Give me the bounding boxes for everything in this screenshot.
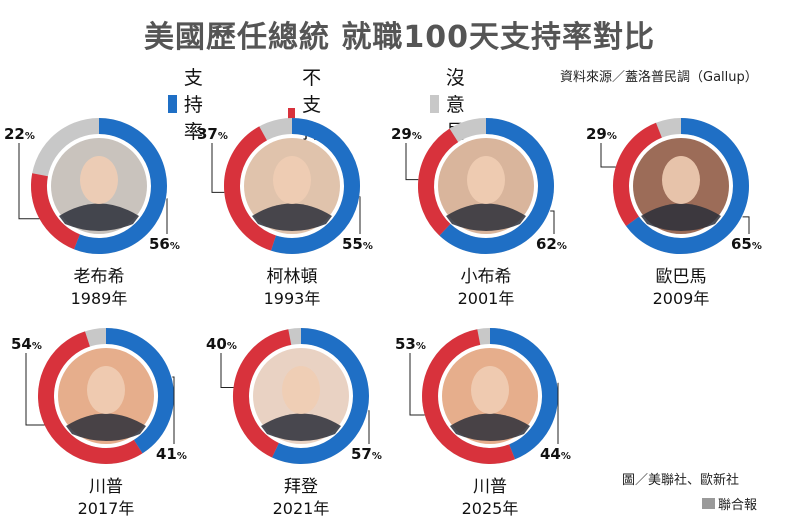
portrait-suit [641, 203, 721, 231]
president-name: 小布希 [461, 267, 512, 287]
portrait-face [467, 156, 505, 204]
donut-4: 65% 29% 歐巴馬 2009年 [586, 118, 762, 308]
portrait-face [87, 366, 125, 414]
legend-swatch-no-opinion [430, 94, 439, 113]
label-approve: 55% [342, 235, 373, 253]
photo-credit: 圖／美聯社、歐新社 [622, 473, 740, 488]
label-disapprove: 40% [206, 335, 237, 353]
leader-line-disapprove [18, 143, 40, 220]
slice-approve [270, 118, 361, 254]
president-year: 2021年 [273, 499, 330, 518]
portrait-suit [450, 413, 530, 441]
portrait-face [80, 156, 118, 204]
portrait-face [662, 156, 700, 204]
slice-disapprove [422, 329, 516, 464]
label-disapprove: 54% [11, 335, 42, 353]
chart-title: 美國歷任總統 就職100天支持率對比 [143, 20, 656, 55]
slice-approve [73, 118, 167, 254]
slice-approve [272, 328, 369, 464]
president-name: 老布希 [74, 267, 125, 287]
president-year: 2001年 [458, 289, 515, 308]
label-disapprove: 53% [395, 335, 426, 353]
leader-line-approve [172, 376, 175, 444]
label-approve: 44% [540, 445, 571, 463]
label-approve: 62% [536, 235, 567, 253]
label-disapprove: 29% [391, 125, 422, 143]
source-note: 資料來源／蓋洛普民調（Gallup） [560, 70, 758, 85]
publisher-name: 聯合報 [718, 498, 758, 513]
portrait-suit [446, 203, 526, 231]
president-year: 2009年 [653, 289, 710, 308]
legend-swatch-disapprove [288, 108, 296, 126]
slice-disapprove [418, 128, 459, 236]
label-disapprove: 29% [586, 125, 617, 143]
label-approve: 56% [149, 235, 180, 253]
president-name: 川普 [473, 477, 507, 497]
president-year: 1993年 [264, 289, 321, 308]
president-year: 2025年 [462, 499, 519, 518]
donut-7: 44% 53% 川普 2025年 [395, 328, 571, 518]
portrait-suit [59, 203, 139, 231]
donut-3: 62% 29% 小布希 2001年 [391, 118, 567, 308]
portrait-face [282, 366, 320, 414]
donut-1: 56% 22% 老布希 1989年 [4, 118, 180, 308]
president-name: 川普 [89, 477, 123, 497]
president-name: 拜登 [284, 477, 318, 497]
president-name: 歐巴馬 [656, 267, 707, 287]
slice-disapprove [31, 173, 81, 250]
donut-6: 57% 40% 拜登 2021年 [206, 328, 382, 518]
portrait-suit [66, 413, 146, 441]
leader-line-disapprove [600, 143, 616, 168]
label-disapprove: 22% [4, 125, 35, 143]
legend-swatch-approve [168, 94, 177, 113]
legend-label-approve: 支持率 [183, 67, 203, 143]
portrait-face [273, 156, 311, 204]
donut-2: 55% 37% 柯林頓 1993年 [197, 118, 373, 308]
president-year: 2017年 [78, 499, 135, 518]
slice-approve [489, 328, 558, 460]
legend-item-approve: 支持率 [168, 63, 212, 144]
leader-line-approve [550, 210, 555, 234]
president-year: 1989年 [71, 289, 128, 308]
slice-approve [439, 118, 554, 254]
president-name: 柯林頓 [267, 267, 318, 287]
leader-line-disapprove [220, 353, 234, 388]
label-approve: 57% [351, 445, 382, 463]
label-approve: 65% [731, 235, 762, 253]
leader-line-approve [742, 216, 750, 234]
leader-line-disapprove [409, 353, 425, 416]
publisher-mark-icon [702, 498, 715, 509]
label-approve: 41% [156, 445, 187, 463]
portrait-face [471, 366, 509, 414]
portrait-suit [252, 203, 332, 231]
slice-disapprove [38, 331, 143, 464]
slice-approve [625, 118, 749, 254]
label-disapprove: 37% [197, 125, 228, 143]
leader-line-disapprove [211, 143, 225, 193]
leader-line-disapprove [405, 143, 419, 181]
donut-5: 41% 54% 川普 2017年 [11, 328, 187, 518]
slice-disapprove [613, 122, 663, 226]
slice-approve [105, 328, 174, 454]
leader-line-disapprove [25, 353, 45, 426]
portrait-suit [261, 413, 341, 441]
publisher: 聯合報 [702, 494, 757, 513]
leader-line-approve [368, 410, 370, 444]
slice-disapprove [224, 126, 277, 251]
slice-disapprove [233, 329, 292, 458]
